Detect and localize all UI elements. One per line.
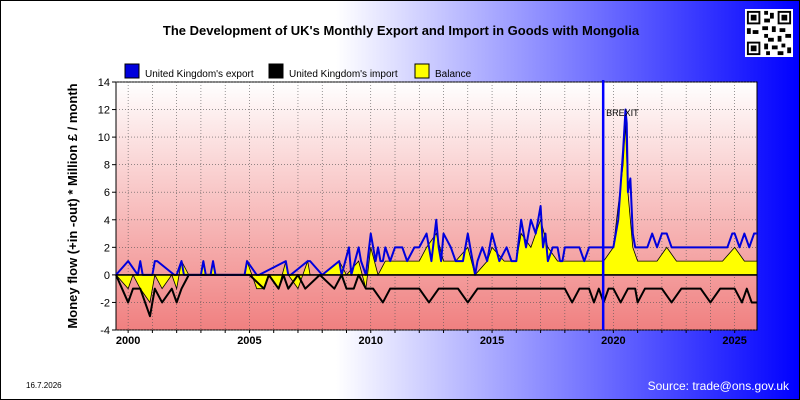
qr-code-icon [745, 9, 793, 57]
brexit-label: BREXIT [606, 108, 639, 118]
x-tick-label: 2005 [237, 335, 261, 347]
x-tick-label: 2010 [359, 335, 383, 347]
y-tick-label: 12 [98, 105, 110, 117]
series-layer: BREXIT [115, 80, 758, 330]
y-tick-label: 4 [104, 215, 110, 227]
axes: -4 -2 0 2 4 6 8 10 12 14 2000 2005 2010 2015 2020 2025 [98, 77, 747, 347]
source-credit: Source: trade@ons.gov.uk [647, 379, 789, 393]
x-tick-label: 2020 [601, 335, 625, 347]
date-stamp: 16.7.2026 [26, 381, 62, 390]
y-tick-label: -4 [100, 325, 110, 337]
y-tick-label: 14 [98, 77, 110, 89]
legend-label-import: United Kingdom's import [289, 69, 398, 80]
legend-swatch-balance [414, 63, 430, 79]
y-tick-label: 0 [104, 270, 110, 282]
y-axis-label: Money flow (+in -out) * Million £ / mont… [65, 83, 80, 328]
legend-label-balance: Balance [435, 69, 472, 80]
legend-swatch-export [124, 63, 140, 79]
grid-lines [116, 81, 757, 331]
legend: United Kingdom's export United Kingdom's… [124, 63, 472, 80]
y-tick-label: 6 [104, 187, 110, 199]
y-tick-label: 8 [104, 160, 110, 172]
legend-label-export: United Kingdom's export [145, 69, 254, 80]
x-tick-label: 2000 [116, 335, 140, 347]
y-tick-label: 2 [104, 242, 110, 254]
x-tick-label: 2025 [722, 335, 746, 347]
x-tick-label: 2015 [480, 335, 504, 347]
chart-title: The Development of UK's Monthly Export a… [162, 23, 640, 38]
y-tick-label: 10 [98, 132, 110, 144]
legend-swatch-import [268, 63, 284, 79]
y-tick-label: -2 [100, 297, 110, 309]
